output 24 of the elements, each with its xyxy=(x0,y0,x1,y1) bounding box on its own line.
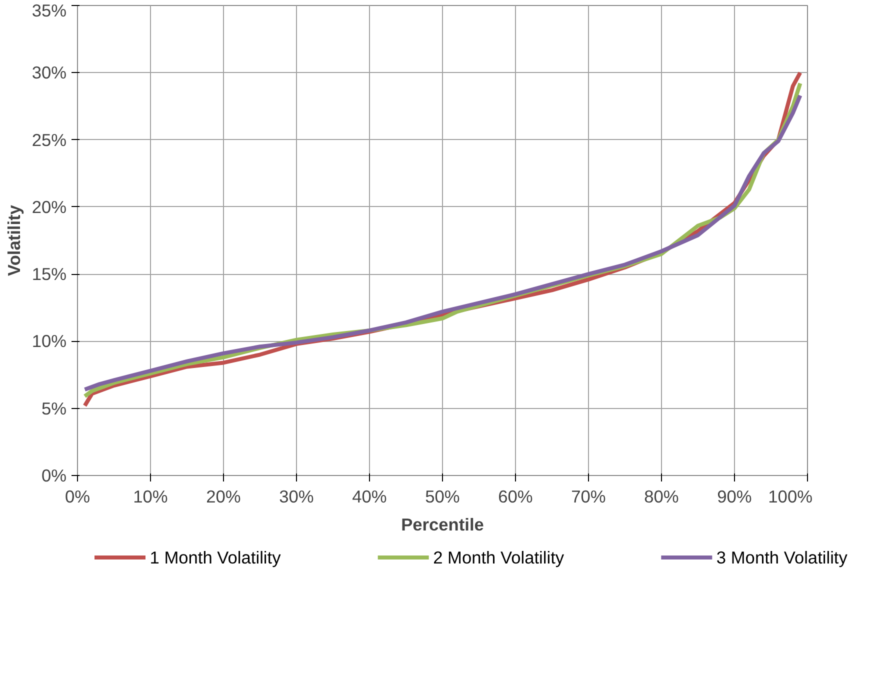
x-tick-label: 40% xyxy=(352,486,387,506)
x-tick-label: 20% xyxy=(206,486,241,506)
x-tick-label: 50% xyxy=(425,486,460,506)
y-tick-label: 30% xyxy=(32,62,67,83)
x-tick-label: 90% xyxy=(717,486,752,506)
y-tick-label: 15% xyxy=(32,264,67,284)
x-tick-label: 10% xyxy=(133,486,168,506)
x-tick-label: 0% xyxy=(64,486,90,506)
y-tick-label: 35% xyxy=(32,0,67,20)
x-tick-label: 30% xyxy=(279,486,314,506)
x-tick-label: 80% xyxy=(644,486,679,506)
y-tick-label: 25% xyxy=(32,130,67,150)
y-axis-title: Volatility xyxy=(4,204,24,276)
y-tick-label: 5% xyxy=(41,398,66,418)
x-tick-label: 60% xyxy=(498,486,533,506)
x-tick-label: 100% xyxy=(768,486,813,506)
x-axis-title: Percentile xyxy=(401,514,484,534)
y-tick-label: 0% xyxy=(41,466,66,486)
legend-label: 2 Month Volatility xyxy=(433,548,564,568)
x-tick-label: 70% xyxy=(571,486,606,506)
y-tick-label: 10% xyxy=(32,331,67,352)
legend-label: 3 Month Volatility xyxy=(716,548,848,568)
legend-label: 1 Month Volatility xyxy=(150,548,282,568)
y-tick-label: 20% xyxy=(32,196,67,217)
